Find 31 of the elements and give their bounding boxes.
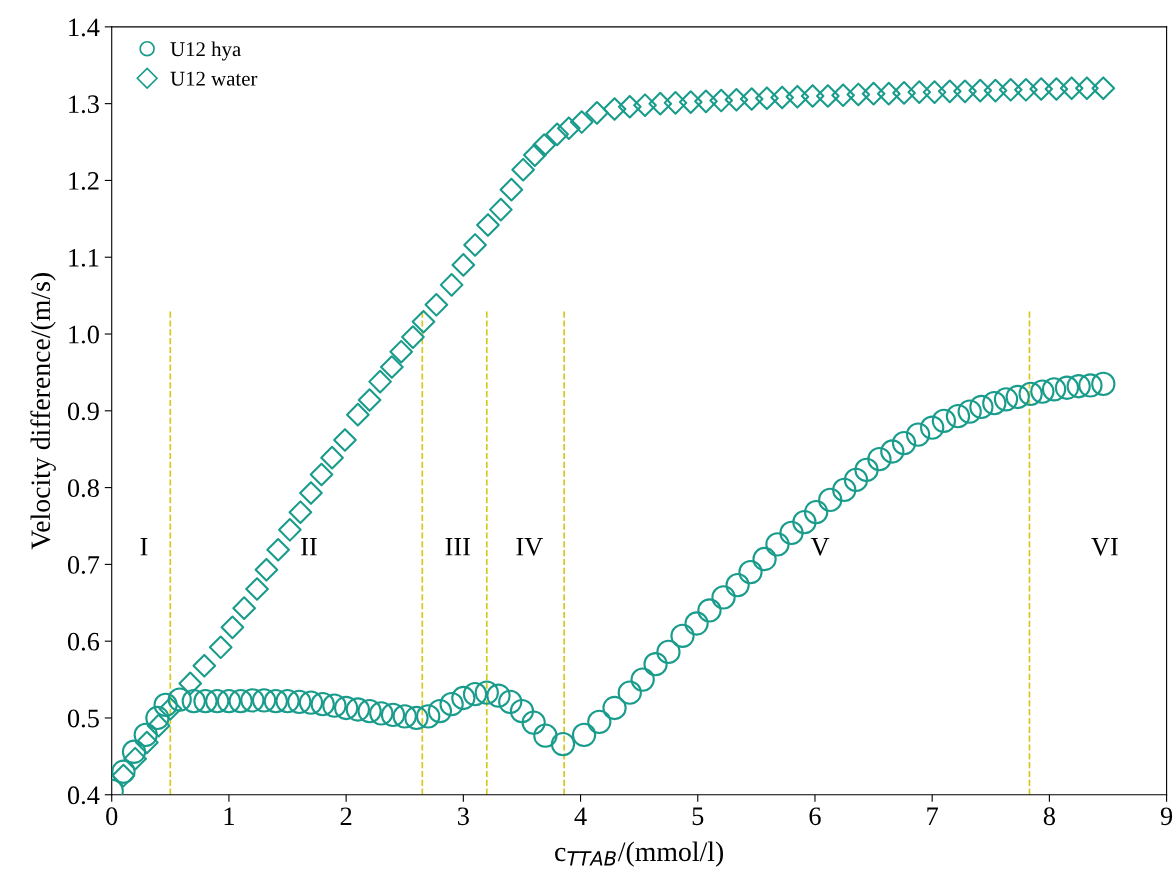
y-tick-label: 1.2 [69, 172, 99, 190]
annotation: II [301, 538, 317, 556]
x-tick-label: 4 [574, 807, 587, 825]
x-tick-label: 5 [692, 807, 704, 826]
x-tick-label: 6 [809, 807, 821, 826]
x-tick-label: 1 [224, 807, 234, 825]
y-tick-label: 0.7 [67, 555, 100, 574]
x-tick-label: 0 [106, 807, 118, 826]
y-tick-label: 0.8 [67, 479, 99, 498]
x-tick-label: 8 [1043, 807, 1055, 826]
annotation: I [140, 538, 148, 556]
annotation: IV [516, 538, 543, 556]
x-tick-label: 9 [1160, 807, 1173, 826]
annotation: V [810, 538, 830, 556]
y-tick-label: 1.0 [69, 325, 99, 344]
x-tick-label: 7 [927, 807, 939, 825]
y-tick-label: 1.4 [69, 18, 100, 37]
x-axis-title: c$_{TTAB}$/(mmol/l) [555, 841, 724, 867]
y-axis-title: Velocity difference/(m/s) [30, 273, 56, 550]
y-tick-label: 0.4 [67, 786, 100, 805]
x-tick-label: 2 [340, 807, 352, 825]
y-tick-label: 0.6 [67, 632, 100, 651]
y-tick-label: 1.3 [69, 95, 99, 114]
annotation: III [445, 538, 471, 556]
legend-label: U12 hya [170, 41, 241, 61]
x-tick-label: 3 [458, 807, 469, 826]
y-tick-label: 0.9 [67, 402, 99, 421]
y-tick-label: 1.1 [69, 248, 99, 267]
annotation: VI [1091, 538, 1118, 556]
legend-label: U12 water [170, 71, 258, 86]
y-tick-label: 0.5 [67, 709, 99, 728]
